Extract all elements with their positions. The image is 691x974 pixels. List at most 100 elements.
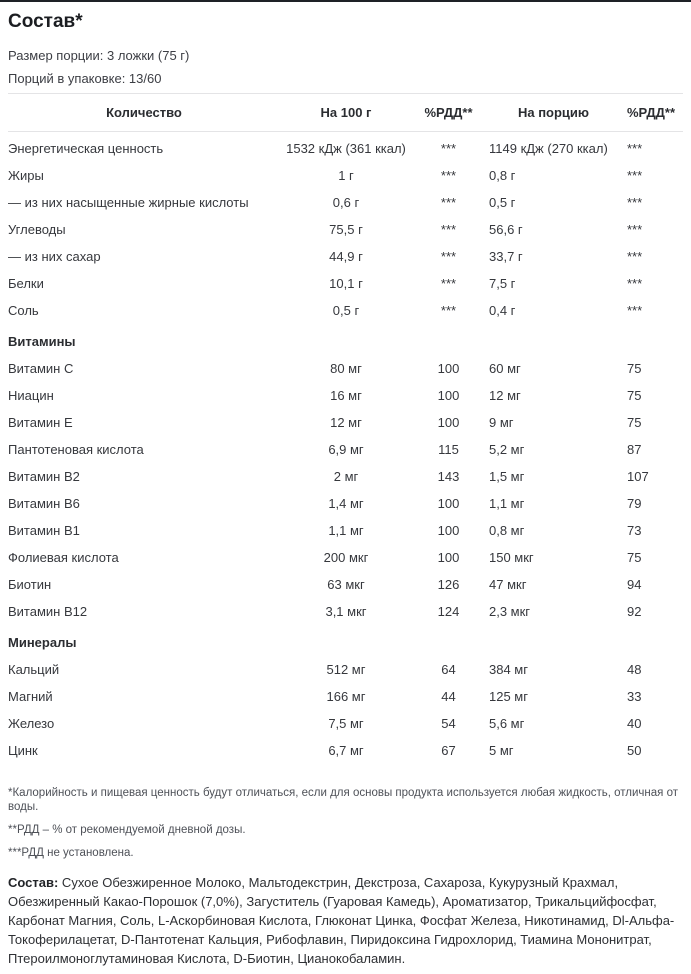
value-per-100g: 7,5 мг	[328, 716, 364, 731]
page-title: Состав*	[8, 11, 83, 32]
value-per-serving: 1149 кДж (270 ккал)	[489, 141, 608, 156]
value-rdd-100g: 143	[437, 469, 460, 484]
row-label: Железо	[8, 716, 55, 731]
footnote: ***РДД не установлена.	[8, 847, 134, 859]
table-row: Цинк 6,7 мг 67 5 мг 50	[8, 738, 683, 765]
table-row: Углеводы 75,5 г *** 56,6 г ***	[8, 217, 683, 244]
row-label: Ниацин	[8, 388, 54, 403]
value-per-100g: 1,4 мг	[328, 496, 364, 511]
serving-size: Размер порции: 3 ложки (75 г)	[8, 48, 190, 63]
value-per-serving: 5 мг	[489, 743, 514, 758]
row-label: Белки	[8, 276, 44, 291]
col-header-per-serving: На порцию	[485, 93, 622, 132]
value-per-100g: 16 мг	[330, 388, 362, 403]
value-per-serving: 0,8 г	[489, 168, 516, 183]
row-label: — из них насыщенные жирные кислоты	[8, 195, 249, 210]
col-header-rdd-serving: %РДД**	[622, 93, 683, 132]
value-per-serving: 5,2 мг	[489, 442, 525, 457]
footnotes: *Калорийность и пищевая ценность будут о…	[8, 786, 683, 860]
col-header-per-100g: На 100 г	[280, 93, 412, 132]
section-label: Минералы	[8, 635, 77, 650]
value-rdd-100g: ***	[440, 222, 457, 237]
row-label: Кальций	[8, 662, 60, 677]
value-rdd-serving: ***	[627, 222, 643, 237]
value-rdd-serving: ***	[627, 195, 643, 210]
value-per-serving: 2,3 мкг	[489, 604, 531, 619]
section-label: Витамины	[8, 334, 76, 349]
nutrition-table: Количество На 100 г %РДД** На порцию %РД…	[8, 93, 683, 765]
value-rdd-serving: 48	[627, 662, 642, 677]
value-rdd-100g: 54	[441, 716, 456, 731]
value-rdd-serving: 73	[627, 523, 642, 538]
value-per-100g: 80 мг	[330, 361, 362, 376]
table-row: Витамин B1 1,1 мг 100 0,8 мг 73	[8, 518, 683, 545]
value-per-100g: 3,1 мкг	[325, 604, 367, 619]
value-rdd-100g: 100	[437, 523, 460, 538]
value-rdd-100g: ***	[440, 249, 457, 264]
table-row: Белки 10,1 г *** 7,5 г ***	[8, 271, 683, 298]
value-per-100g: 2 мг	[333, 469, 359, 484]
value-rdd-serving: 75	[627, 415, 642, 430]
nutrition-table-body: Энергетическая ценность 1532 кДж (361 кка…	[8, 132, 683, 766]
value-rdd-serving: 75	[627, 550, 642, 565]
ingredients-text: Сухое Обезжиренное Молоко, Мальтодекстри…	[8, 875, 675, 966]
value-rdd-100g: ***	[440, 276, 457, 291]
value-rdd-100g: 100	[437, 361, 460, 376]
table-row: — из них сахар 44,9 г *** 33,7 г ***	[8, 244, 683, 271]
row-label: Энергетическая ценность	[8, 141, 164, 156]
value-per-serving: 5,6 мг	[489, 716, 525, 731]
value-per-100g: 1532 кДж (361 ккал)	[286, 141, 406, 156]
value-rdd-serving: 92	[627, 604, 642, 619]
value-per-serving: 33,7 г	[489, 249, 523, 264]
footnote: *Калорийность и пищевая ценность будут о…	[8, 787, 678, 813]
value-per-100g: 75,5 г	[329, 222, 363, 237]
value-rdd-100g: ***	[440, 195, 457, 210]
value-per-serving: 47 мкг	[489, 577, 527, 592]
table-row: Витамин E 12 мг 100 9 мг 75	[8, 410, 683, 437]
value-per-serving: 9 мг	[489, 415, 514, 430]
value-rdd-serving: 40	[627, 716, 642, 731]
value-rdd-100g: 44	[441, 689, 456, 704]
value-rdd-serving: ***	[627, 276, 643, 291]
table-row: Соль 0,5 г *** 0,4 г ***	[8, 298, 683, 325]
value-per-serving: 0,4 г	[489, 303, 516, 318]
value-rdd-serving: 79	[627, 496, 642, 511]
value-per-100g: 12 мг	[330, 415, 362, 430]
value-rdd-100g: 67	[441, 743, 456, 758]
value-rdd-serving: ***	[627, 141, 643, 156]
value-per-100g: 63 мкг	[327, 577, 365, 592]
value-per-serving: 125 мг	[489, 689, 528, 704]
value-rdd-serving: ***	[627, 303, 643, 318]
value-rdd-serving: ***	[627, 249, 643, 264]
row-label: Витамин E	[8, 415, 73, 430]
header-row: Количество На 100 г %РДД** На порцию %РД…	[8, 93, 683, 132]
value-rdd-serving: 75	[627, 361, 642, 376]
value-per-100g: 200 мкг	[323, 550, 369, 565]
value-rdd-100g: ***	[440, 303, 457, 318]
value-rdd-100g: ***	[440, 168, 457, 183]
table-row: Ниацин 16 мг 100 12 мг 75	[8, 383, 683, 410]
footnote: **РДД – % от рекомендуемой дневной дозы.	[8, 824, 246, 836]
value-rdd-100g: 100	[437, 550, 460, 565]
table-row: Фолиевая кислота 200 мкг 100 150 мкг 75	[8, 545, 683, 572]
table-row: Жиры 1 г *** 0,8 г ***	[8, 163, 683, 190]
value-rdd-serving: 50	[627, 743, 642, 758]
row-label: Цинк	[8, 743, 38, 758]
value-per-100g: 10,1 г	[329, 276, 363, 291]
value-rdd-serving: 107	[627, 469, 649, 484]
row-label: Витамин B12	[8, 604, 88, 619]
col-header-quantity: Количество	[8, 93, 280, 132]
row-label: Витамин B1	[8, 523, 80, 538]
row-label: Соль	[8, 303, 39, 318]
value-per-100g: 1 г	[338, 168, 354, 183]
value-per-100g: 166 мг	[326, 689, 366, 704]
value-rdd-100g: 124	[437, 604, 460, 619]
section-header-row: Витамины	[8, 325, 683, 356]
value-rdd-100g: 126	[437, 577, 460, 592]
row-label: Углеводы	[8, 222, 66, 237]
row-label: Фолиевая кислота	[8, 550, 119, 565]
value-per-serving: 384 мг	[489, 662, 528, 677]
table-row: — из них насыщенные жирные кислоты 0,6 г *…	[8, 190, 683, 217]
value-per-serving: 0,5 г	[489, 195, 516, 210]
value-per-serving: 1,5 мг	[489, 469, 525, 484]
